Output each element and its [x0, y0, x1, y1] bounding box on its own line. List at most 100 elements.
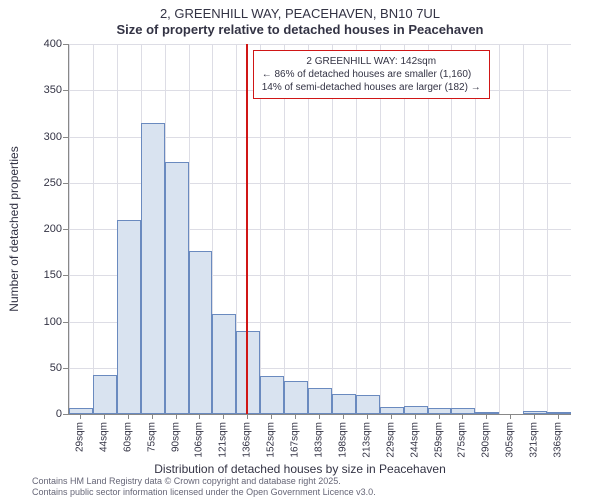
y-tick	[63, 275, 68, 276]
callout-box: 2 GREENHILL WAY: 142sqm← 86% of detached…	[253, 50, 490, 99]
gridline-v	[308, 44, 309, 414]
histogram-bar	[141, 123, 165, 414]
footer-line1: Contains HM Land Registry data © Crown c…	[32, 476, 376, 487]
y-tick-label: 250	[22, 177, 62, 189]
x-tick-label: 29sqm	[74, 422, 85, 452]
x-tick-label: 229sqm	[385, 422, 396, 458]
marker-line	[246, 44, 248, 414]
x-tick	[558, 414, 559, 419]
x-tick-label: 213sqm	[361, 422, 372, 458]
y-tick	[63, 368, 68, 369]
histogram-bar	[308, 388, 332, 414]
x-tick	[534, 414, 535, 419]
x-tick-label: 183sqm	[314, 422, 325, 458]
histogram-bar	[356, 395, 380, 414]
x-tick	[391, 414, 392, 419]
y-tick-label: 400	[22, 38, 62, 50]
footer-attribution: Contains HM Land Registry data © Crown c…	[32, 476, 376, 498]
x-tick	[439, 414, 440, 419]
x-tick-label: 336sqm	[553, 422, 564, 458]
x-tick-label: 167sqm	[290, 422, 301, 458]
histogram-bar	[93, 375, 117, 414]
y-axis-label: Number of detached properties	[7, 146, 21, 311]
x-tick	[104, 414, 105, 419]
x-tick-label: 198sqm	[337, 422, 348, 458]
histogram-bar	[284, 381, 308, 414]
y-tick-label: 0	[22, 408, 62, 420]
histogram-bar	[404, 406, 428, 414]
chart-title-address: 2, GREENHILL WAY, PEACEHAVEN, BN10 7UL	[0, 6, 600, 21]
gridline-v	[69, 44, 70, 414]
chart-container: 2, GREENHILL WAY, PEACEHAVEN, BN10 7UL S…	[0, 0, 600, 500]
y-tick	[63, 414, 68, 415]
x-tick-label: 44sqm	[98, 422, 109, 452]
gridline-v	[451, 44, 452, 414]
y-tick-label: 200	[22, 223, 62, 235]
callout-line: 14% of semi-detached houses are larger (…	[262, 81, 481, 94]
x-tick	[367, 414, 368, 419]
x-tick	[510, 414, 511, 419]
x-tick-label: 244sqm	[409, 422, 420, 458]
x-tick	[295, 414, 296, 419]
gridline-v	[428, 44, 429, 414]
y-tick-label: 100	[22, 316, 62, 328]
histogram-bar	[380, 407, 404, 414]
x-tick-label: 136sqm	[242, 422, 253, 458]
gridline-v	[356, 44, 357, 414]
x-tick-label: 75sqm	[146, 422, 157, 452]
x-tick-label: 321sqm	[529, 422, 540, 458]
x-tick-label: 290sqm	[481, 422, 492, 458]
callout-line: 2 GREENHILL WAY: 142sqm	[262, 55, 481, 68]
x-tick-label: 152sqm	[266, 422, 277, 458]
gridline-v	[499, 44, 500, 414]
histogram-bar	[69, 408, 93, 414]
gridline-v	[404, 44, 405, 414]
y-tick	[63, 229, 68, 230]
gridline-v	[475, 44, 476, 414]
histogram-bar	[332, 394, 356, 414]
histogram-bar	[189, 251, 213, 414]
x-tick	[128, 414, 129, 419]
histogram-bar	[212, 314, 236, 414]
y-tick-label: 50	[22, 362, 62, 374]
x-tick-label: 106sqm	[194, 422, 205, 458]
x-tick-label: 275sqm	[457, 422, 468, 458]
y-tick	[63, 183, 68, 184]
y-tick	[63, 137, 68, 138]
x-axis-label: Distribution of detached houses by size …	[0, 462, 600, 476]
x-tick-label: 121sqm	[218, 422, 229, 458]
footer-line2: Contains public sector information licen…	[32, 487, 376, 498]
x-tick	[343, 414, 344, 419]
histogram-bar	[117, 220, 141, 414]
y-tick-label: 150	[22, 269, 62, 281]
x-tick	[462, 414, 463, 419]
histogram-bar	[165, 162, 189, 414]
x-tick	[80, 414, 81, 419]
x-tick	[247, 414, 248, 419]
y-tick	[63, 44, 68, 45]
x-tick	[199, 414, 200, 419]
gridline-v	[523, 44, 524, 414]
gridline-v	[547, 44, 548, 414]
y-tick	[63, 90, 68, 91]
x-tick	[176, 414, 177, 419]
x-tick	[415, 414, 416, 419]
x-tick	[152, 414, 153, 419]
plot-area	[68, 44, 571, 415]
gridline-v	[260, 44, 261, 414]
y-tick	[63, 322, 68, 323]
x-tick-label: 305sqm	[505, 422, 516, 458]
gridline-v	[284, 44, 285, 414]
x-tick-label: 90sqm	[170, 422, 181, 452]
x-tick	[486, 414, 487, 419]
gridline-v	[332, 44, 333, 414]
histogram-bar	[236, 331, 260, 414]
x-tick	[223, 414, 224, 419]
gridline-v	[380, 44, 381, 414]
gridline-v	[93, 44, 94, 414]
x-tick-label: 259sqm	[433, 422, 444, 458]
histogram-bar	[260, 376, 284, 414]
gridline-h	[69, 44, 571, 45]
y-tick-label: 350	[22, 84, 62, 96]
x-tick	[319, 414, 320, 419]
